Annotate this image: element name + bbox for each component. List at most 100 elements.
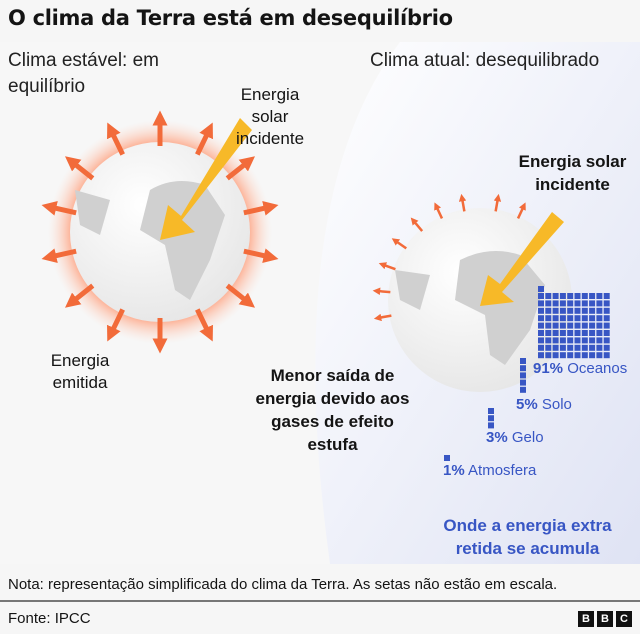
waffle-square: [603, 337, 610, 344]
waffle-square: [574, 344, 581, 351]
ice-label: 3% Gelo: [486, 429, 544, 446]
source: Fonte: IPCC: [8, 610, 91, 627]
emitted-energy-arrow: [41, 200, 77, 216]
waffle-square: [552, 337, 559, 344]
waffle-square: [574, 352, 581, 359]
waffle-square: [545, 352, 552, 359]
waffle-square: [603, 344, 610, 351]
emitted-energy-arrow: [41, 248, 77, 264]
waffle-square: [545, 344, 552, 351]
emitted-energy-arrow: [107, 122, 125, 156]
waffle-square: [596, 337, 603, 344]
waffle-square: [552, 330, 559, 336]
waffle-square: [559, 337, 566, 344]
waffle-square: [603, 322, 610, 329]
waffle-square: [552, 307, 559, 314]
waffle-square: [538, 286, 544, 292]
waffle-square: [545, 330, 552, 336]
emitted-energy-arrow: [434, 202, 444, 219]
waffle-square: [581, 293, 588, 299]
waffle-square: [589, 293, 596, 299]
emitted-energy-arrow: [373, 313, 392, 322]
waffle-square: [603, 330, 610, 336]
waffle-square: [559, 344, 566, 351]
waffle-square: [520, 365, 526, 372]
waffle-square: [596, 344, 603, 351]
waffle-square: [567, 322, 574, 329]
left-heading: Clima estável: em equilíbrio: [8, 50, 159, 97]
waffle-square: [596, 315, 603, 322]
waffle-square: [596, 352, 603, 359]
emitted-energy-arrow: [516, 202, 526, 219]
reduced-output-label: Menor saída de energia devido aos gases …: [255, 366, 410, 454]
waffle-square: [574, 307, 581, 314]
waffle-square: [589, 322, 596, 329]
waffle-square: [538, 337, 544, 344]
emitted-energy-arrow: [243, 200, 279, 216]
waffle-square: [538, 300, 544, 307]
waffle-square: [581, 300, 588, 307]
waffle-square: [488, 415, 494, 422]
waffle-square: [596, 322, 603, 329]
waffle-square: [574, 330, 581, 336]
oceans-label: 91% Oceanos: [533, 360, 628, 377]
waffle-square: [538, 344, 544, 351]
waffle-square: [603, 315, 610, 322]
waffle-square: [581, 322, 588, 329]
waffle-square: [581, 330, 588, 336]
accumulation-label: Onde a energia extra retida se acumula: [443, 516, 612, 558]
waffle-square: [603, 352, 610, 359]
emitted-energy-arrow: [65, 156, 95, 181]
emitted-energy-arrow: [458, 193, 467, 212]
page-title: O clima da Terra está em desequilíbrio: [8, 6, 453, 30]
waffle-square: [567, 293, 574, 299]
waffle-square: [545, 300, 552, 307]
waffle-square: [552, 322, 559, 329]
waffle-square: [488, 422, 494, 429]
waffle-square: [574, 300, 581, 307]
waffle-square: [520, 358, 526, 364]
footnote: Nota: representação simplificada do clim…: [8, 576, 558, 593]
stable-globe: [41, 110, 279, 354]
waffle-square: [596, 307, 603, 314]
atmosphere-label: 1% Atmosfera: [443, 462, 537, 479]
waffle-square: [538, 293, 544, 299]
left-emitted-label: Energia emitida: [50, 351, 110, 392]
emitted-energy-arrow: [372, 287, 391, 295]
waffle-square: [574, 322, 581, 329]
waffle-square: [596, 300, 603, 307]
waffle-square: [567, 344, 574, 351]
waffle-square: [552, 352, 559, 359]
waffle-square: [567, 315, 574, 322]
waffle-square: [538, 315, 544, 322]
waffle-square: [574, 293, 581, 299]
land-label: 5% Solo: [516, 396, 572, 413]
waffle-square: [589, 330, 596, 336]
waffle-square: [567, 330, 574, 336]
waffle-square: [545, 322, 552, 329]
diagram-art: [0, 42, 640, 564]
waffle-square: [589, 315, 596, 322]
waffle-square: [559, 352, 566, 359]
waffle-square: [552, 300, 559, 307]
divider: [0, 600, 640, 602]
waffle-square: [581, 352, 588, 359]
waffle-square: [596, 330, 603, 336]
emitted-energy-arrow: [195, 308, 213, 342]
emitted-energy-arrow: [65, 283, 95, 308]
waffle-square: [552, 293, 559, 299]
waffle-square: [603, 307, 610, 314]
waffle-square: [488, 408, 494, 414]
waffle-square: [538, 330, 544, 336]
waffle-square: [559, 293, 566, 299]
right-heading: Clima atual: desequilibrado: [370, 50, 600, 71]
emitted-energy-arrow: [410, 217, 424, 232]
waffle-square: [520, 386, 526, 393]
emitted-energy-arrow: [243, 248, 279, 264]
waffle-square: [538, 352, 544, 359]
current-globe: [372, 193, 572, 392]
emitted-energy-arrow: [391, 238, 407, 250]
waffle-square: [538, 307, 544, 314]
waffle-square: [559, 307, 566, 314]
